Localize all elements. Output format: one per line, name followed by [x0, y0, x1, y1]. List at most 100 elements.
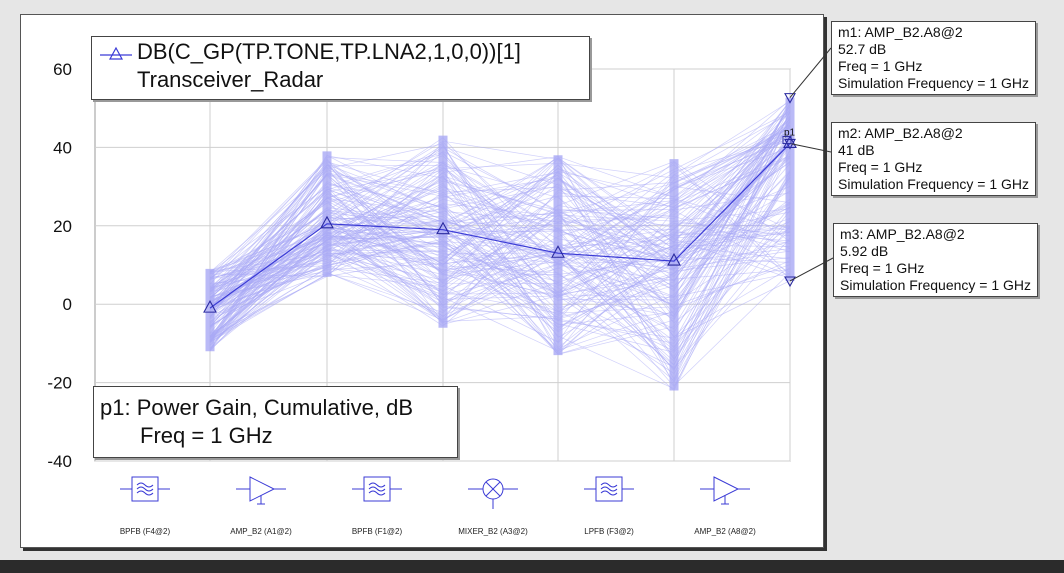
triangle-marker-icon — [100, 46, 132, 60]
filter-wave — [600, 486, 618, 492]
filter-wave — [368, 490, 386, 496]
legend-project-label: Transceiver_Radar — [137, 67, 324, 92]
main-series-point — [551, 245, 565, 258]
monte-carlo-trace — [209, 129, 791, 309]
p1-label: p1 — [784, 128, 796, 139]
y-tick-label: -20 — [47, 374, 72, 393]
monte-carlo-trace — [209, 189, 791, 295]
filter-wave — [136, 482, 154, 488]
lowpass-filter-icon — [584, 476, 634, 502]
marker-box-m1[interactable]: m1: AMP_B2.A8@2 52.7 dB Freq = 1 GHz Sim… — [831, 21, 1037, 95]
marker-m1-symbol — [784, 93, 796, 104]
marker-title: m2: AMP_B2.A8@2 — [838, 125, 963, 141]
schematic-components — [120, 476, 750, 509]
filter-wave — [136, 490, 154, 496]
monte-carlo-trace — [209, 141, 791, 354]
monte-carlo-trace — [209, 174, 791, 338]
monte-carlo-trace — [209, 202, 791, 342]
monte-carlo-trace — [209, 101, 791, 341]
monte-carlo-trace — [209, 147, 791, 336]
bottom-bar — [0, 560, 1064, 573]
monte-carlo-trace — [209, 137, 791, 342]
monte-carlo-trace — [209, 203, 791, 368]
monte-carlo-trace — [209, 161, 791, 318]
measurement-label: p1: Power Gain, Cumulative, dB — [100, 395, 414, 420]
monte-carlo-trace — [209, 140, 791, 342]
monte-carlo-trace — [209, 141, 791, 306]
monte-carlo-trace — [209, 217, 791, 327]
marker-title: m1: AMP_B2.A8@2 — [838, 24, 963, 40]
monte-carlo-trace — [209, 158, 791, 313]
component-label: MIXER_B2 (A3@2) — [458, 527, 528, 536]
monte-carlo-trace — [209, 141, 791, 279]
component-label: AMP_B2 (A1@2) — [230, 527, 292, 536]
amp-body — [249, 476, 276, 502]
monte-carlo-trace — [209, 125, 791, 318]
bandpass-filter-icon — [120, 476, 170, 502]
monte-carlo-trace — [209, 171, 791, 307]
monte-carlo-trace — [209, 139, 791, 390]
marker-m1-leader — [789, 47, 832, 98]
component-label: LPFB (F3@2) — [584, 527, 634, 536]
amp-body — [713, 476, 740, 502]
filter-wave — [600, 490, 618, 496]
marker-m3-symbol — [784, 276, 796, 288]
mixer-x — [485, 481, 501, 497]
marker-value: 52.7 dB — [838, 41, 887, 57]
marker-sim-freq: Simulation Frequency = 1 GHz — [838, 176, 1030, 192]
monte-carlo-trace — [209, 181, 791, 322]
y-tick-label: 0 — [63, 295, 72, 314]
main-series-point — [320, 215, 334, 229]
legend-series-label: DB(C_GP(TP.TONE,TP.LNA2,1,0,0))[1] — [137, 39, 521, 64]
p1-marker-box — [782, 136, 792, 145]
monte-carlo-trace — [209, 137, 791, 307]
monte-carlo-trace — [209, 232, 791, 328]
main-series-point — [436, 221, 450, 235]
monte-carlo-trace — [209, 210, 791, 352]
monte-carlo-trace — [209, 174, 791, 338]
marker-leaders: p1 — [782, 47, 834, 288]
main-series-point — [203, 299, 217, 313]
amplifier-icon — [700, 476, 750, 505]
monte-carlo-trace — [209, 115, 791, 272]
component-label: AMP_B2 (A8@2) — [694, 527, 756, 536]
marker-freq: Freq = 1 GHz — [838, 58, 923, 74]
monte-carlo-traces — [205, 97, 795, 391]
monte-carlo-trace — [209, 167, 791, 305]
filter-wave — [368, 482, 386, 488]
monte-carlo-trace — [209, 147, 791, 360]
monte-carlo-trace — [209, 124, 791, 324]
measurement-info-box: p1: Power Gain, Cumulative, dB Freq = 1 … — [93, 386, 458, 458]
monte-carlo-trace — [209, 155, 791, 299]
filter-wave — [368, 486, 386, 492]
component-label: BPFB (F1@2) — [351, 527, 403, 536]
monte-carlo-trace — [209, 129, 791, 341]
monte-carlo-trace — [209, 116, 791, 380]
monte-carlo-trace — [209, 174, 791, 388]
main-series-point — [667, 252, 681, 266]
marker-freq: Freq = 1 GHz — [840, 260, 925, 276]
marker-box-m2[interactable]: m2: AMP_B2.A8@2 41 dB Freq = 1 GHz Simul… — [831, 122, 1037, 196]
monte-carlo-trace — [209, 151, 791, 301]
monte-carlo-trace — [209, 161, 791, 344]
monte-carlo-trace — [209, 99, 791, 310]
monte-carlo-trace — [209, 112, 791, 351]
amplifier-icon — [236, 476, 286, 505]
marker-value: 5.92 dB — [840, 243, 889, 259]
marker-m2-leader — [789, 142, 832, 153]
y-tick-label: -40 — [47, 452, 72, 471]
monte-carlo-trace — [209, 99, 791, 282]
legend-box: DB(C_GP(TP.TONE,TP.LNA2,1,0,0))[1] Trans… — [91, 36, 590, 100]
monte-carlo-trace — [209, 103, 791, 355]
monte-carlo-trace — [209, 174, 791, 360]
y-tick-label: 40 — [53, 138, 72, 157]
measurement-freq: Freq = 1 GHz — [140, 423, 273, 448]
marker-sim-freq: Simulation Frequency = 1 GHz — [840, 277, 1032, 293]
main-series-line — [209, 143, 791, 309]
monte-carlo-trace — [209, 118, 791, 353]
marker-box-m3[interactable]: m3: AMP_B2.A8@2 5.92 dB Freq = 1 GHz Sim… — [833, 223, 1039, 297]
marker-freq: Freq = 1 GHz — [838, 159, 923, 175]
monte-carlo-trace — [209, 109, 791, 329]
monte-carlo-trace — [209, 146, 791, 294]
monte-carlo-trace — [209, 127, 791, 337]
